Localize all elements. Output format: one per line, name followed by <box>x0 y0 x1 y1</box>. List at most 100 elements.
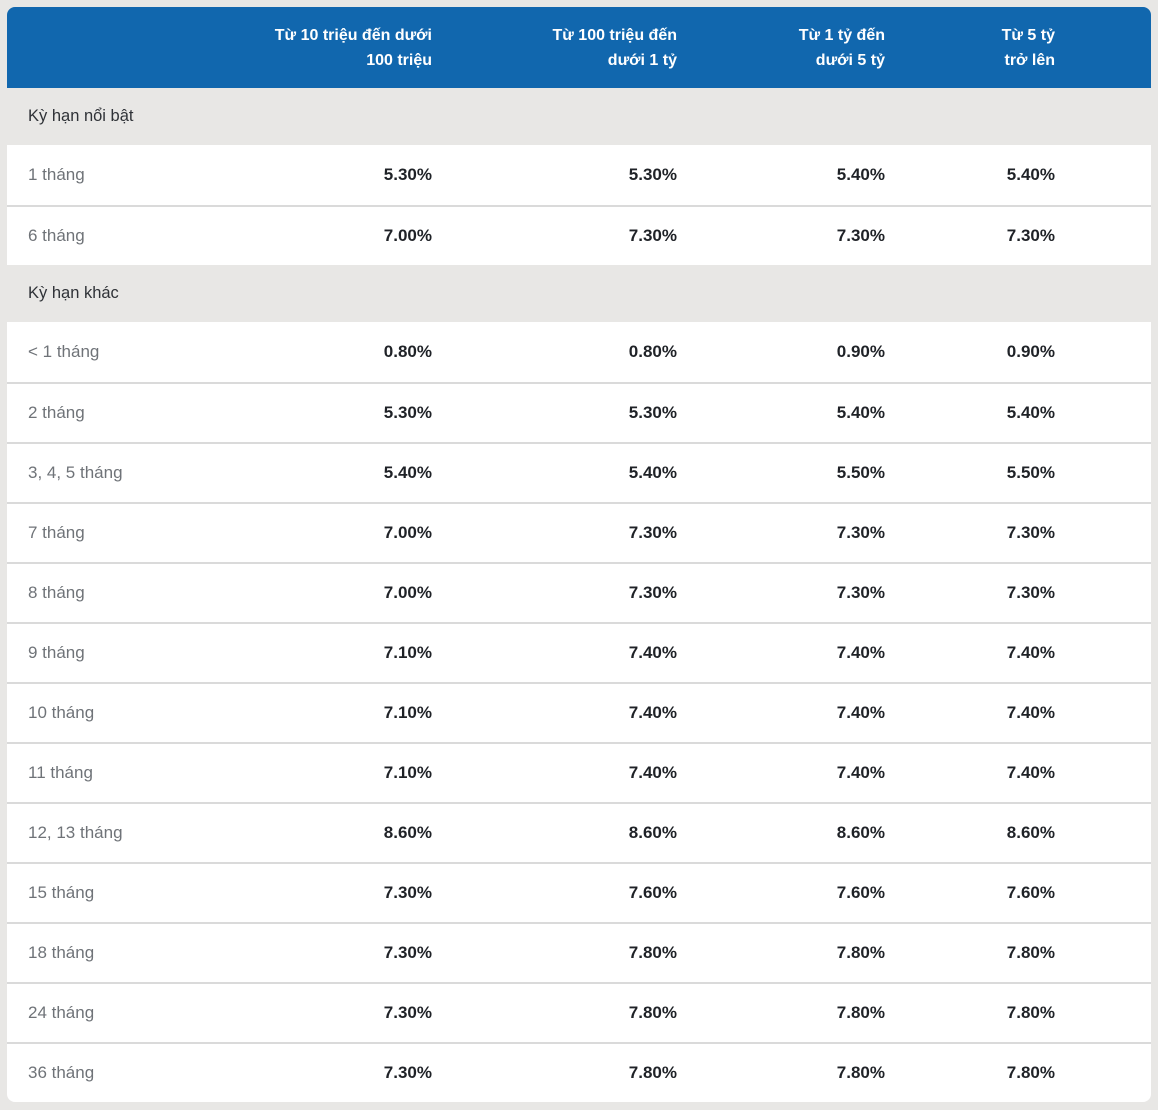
table-row: 36 tháng 7.30% 7.80% 7.80% 7.80% <box>7 1042 1151 1102</box>
rate-value: 7.30% <box>836 226 885 245</box>
rate-value: 7.30% <box>836 523 885 542</box>
rate-value: 5.40% <box>1006 165 1055 184</box>
rate-value: 5.50% <box>836 463 885 482</box>
rate-value: 7.30% <box>383 1003 432 1022</box>
rate-value: 7.30% <box>1006 523 1055 542</box>
rate-value: 7.40% <box>836 703 885 722</box>
rate-value: 5.30% <box>628 165 677 184</box>
term-label: 18 tháng <box>28 943 95 962</box>
rate-value: 7.40% <box>628 763 677 782</box>
term-label: 15 tháng <box>28 883 95 902</box>
table-row: 18 tháng 7.30% 7.80% 7.80% 7.80% <box>7 922 1151 982</box>
table-row: 11 tháng 7.10% 7.40% 7.40% 7.40% <box>7 742 1151 802</box>
rate-value: 7.80% <box>1006 943 1055 962</box>
table-row: 12, 13 tháng 8.60% 8.60% 8.60% 8.60% <box>7 802 1151 862</box>
section-header-row: Kỳ hạn nổi bật <box>7 88 1151 145</box>
rate-value: 7.10% <box>383 643 432 662</box>
rate-value: 7.10% <box>383 763 432 782</box>
term-label: 6 tháng <box>28 226 85 245</box>
term-label: 36 tháng <box>28 1063 95 1082</box>
rate-value: 7.30% <box>383 883 432 902</box>
term-label: 7 tháng <box>28 523 85 542</box>
rate-value: 5.30% <box>383 165 432 184</box>
rate-value: 7.00% <box>383 226 432 245</box>
rate-value: 7.10% <box>383 703 432 722</box>
rate-value: 7.80% <box>628 1063 677 1082</box>
rate-value: 0.80% <box>628 342 677 361</box>
interest-rate-table: Từ 10 triệu đến dưới 100 triệu Từ 100 tr… <box>7 7 1151 1102</box>
rate-value: 7.00% <box>383 583 432 602</box>
rate-value: 0.80% <box>383 342 432 361</box>
rate-value: 7.40% <box>836 763 885 782</box>
rate-value: 5.50% <box>1006 463 1055 482</box>
table-header-row: Từ 10 triệu đến dưới 100 triệu Từ 100 tr… <box>7 7 1151 88</box>
term-label: 1 tháng <box>28 165 85 184</box>
table-body: Kỳ hạn nổi bật 1 tháng 5.30% 5.30% 5.40% 5.40… <box>7 88 1151 1102</box>
rate-value: 7.30% <box>628 226 677 245</box>
rate-value: 5.40% <box>836 165 885 184</box>
rate-value: 7.80% <box>628 1003 677 1022</box>
rate-value: 7.30% <box>628 523 677 542</box>
table-row: 7 tháng 7.00% 7.30% 7.30% 7.30% <box>7 502 1151 562</box>
term-label: 9 tháng <box>28 643 85 662</box>
rate-value: 7.80% <box>1006 1003 1055 1022</box>
rate-value: 7.30% <box>383 943 432 962</box>
table-row: 15 tháng 7.30% 7.60% 7.60% 7.60% <box>7 862 1151 922</box>
term-label: 3, 4, 5 tháng <box>28 463 123 482</box>
column-header-tier-2: Từ 100 triệu đến dưới 1 tỷ <box>552 26 677 69</box>
rate-value: 5.40% <box>628 463 677 482</box>
rate-value: 7.80% <box>1006 1063 1055 1082</box>
rate-value: 0.90% <box>836 342 885 361</box>
term-label: 10 tháng <box>28 703 95 722</box>
rate-value: 7.80% <box>628 943 677 962</box>
column-header-tier-3: Từ 1 tỷ đến dưới 5 tỷ <box>798 26 885 69</box>
table-row: 6 tháng 7.00% 7.30% 7.30% 7.30% <box>7 205 1151 265</box>
rate-value: 7.40% <box>1006 703 1055 722</box>
table-row: 24 tháng 7.30% 7.80% 7.80% 7.80% <box>7 982 1151 1042</box>
rate-value: 7.30% <box>1006 226 1055 245</box>
rate-value: 8.60% <box>1006 823 1055 842</box>
rate-value: 8.60% <box>836 823 885 842</box>
table-row: 9 tháng 7.10% 7.40% 7.40% 7.40% <box>7 622 1151 682</box>
table-row: 1 tháng 5.30% 5.30% 5.40% 5.40% <box>7 145 1151 205</box>
rate-value: 5.40% <box>383 463 432 482</box>
term-label: 8 tháng <box>28 583 85 602</box>
rate-value: 7.40% <box>628 643 677 662</box>
rate-value: 5.40% <box>836 403 885 422</box>
rate-value: 7.60% <box>836 883 885 902</box>
rate-value: 7.30% <box>836 583 885 602</box>
table-row: 10 tháng 7.10% 7.40% 7.40% 7.40% <box>7 682 1151 742</box>
rate-value: 7.40% <box>1006 643 1055 662</box>
rate-value: 5.30% <box>383 403 432 422</box>
rate-value: 7.00% <box>383 523 432 542</box>
rate-value: 7.40% <box>628 703 677 722</box>
section-header-row: Kỳ hạn khác <box>7 265 1151 322</box>
rate-value: 0.90% <box>1006 342 1055 361</box>
column-header-tier-1: Từ 10 triệu đến dưới 100 triệu <box>274 26 432 69</box>
table-row: < 1 tháng 0.80% 0.80% 0.90% 0.90% <box>7 322 1151 382</box>
term-label: 24 tháng <box>28 1003 95 1022</box>
rate-value: 7.40% <box>836 643 885 662</box>
term-label: < 1 tháng <box>28 342 100 361</box>
section-title: Kỳ hạn nổi bật <box>28 107 134 125</box>
rate-value: 7.80% <box>836 1003 885 1022</box>
rate-value: 7.30% <box>383 1063 432 1082</box>
rate-value: 7.80% <box>836 1063 885 1082</box>
term-label: 2 tháng <box>28 403 85 422</box>
section-title: Kỳ hạn khác <box>28 284 119 302</box>
rate-value: 8.60% <box>383 823 432 842</box>
rate-value: 7.30% <box>628 583 677 602</box>
rate-value: 7.60% <box>1006 883 1055 902</box>
rate-value: 7.40% <box>1006 763 1055 782</box>
table-row: 3, 4, 5 tháng 5.40% 5.40% 5.50% 5.50% <box>7 442 1151 502</box>
rate-value: 7.60% <box>628 883 677 902</box>
table-row: 2 tháng 5.30% 5.30% 5.40% 5.40% <box>7 382 1151 442</box>
rate-value: 7.80% <box>836 943 885 962</box>
column-header-tier-4: Từ 5 tỷ trở lên <box>1001 26 1055 69</box>
rate-value: 8.60% <box>628 823 677 842</box>
table-row: 8 tháng 7.00% 7.30% 7.30% 7.30% <box>7 562 1151 622</box>
rate-value: 5.40% <box>1006 403 1055 422</box>
rate-value: 7.30% <box>1006 583 1055 602</box>
rate-value: 5.30% <box>628 403 677 422</box>
